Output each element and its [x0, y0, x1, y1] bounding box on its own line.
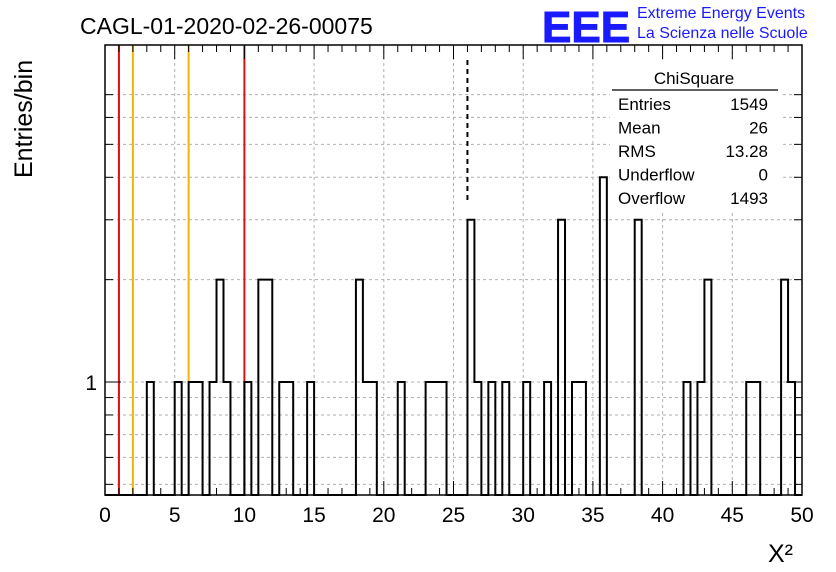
x-tick-label: 0	[99, 504, 111, 527]
stats-row-label: RMS	[618, 142, 656, 161]
stats-box: ChiSquare Entries 1549 Mean 26 RMS 13.28 Under…	[610, 62, 780, 212]
histogram-bin	[286, 382, 293, 495]
stats-row-label: Entries	[618, 95, 671, 114]
y-tick-label: 1	[85, 372, 97, 395]
x-tick-label: 30	[512, 504, 535, 527]
histogram-bin	[600, 177, 607, 495]
histogram-bin	[244, 382, 251, 495]
histogram-bin	[440, 382, 447, 495]
stats-row-value: 1549	[730, 95, 768, 114]
stats-row-value: 13.28	[725, 142, 768, 161]
x-tick-label: 15	[302, 504, 325, 527]
histogram-bin	[370, 382, 377, 495]
eee-logo: EEE Extreme Energy Events La Scienza nel…	[542, 3, 808, 53]
x-axis-title: X²	[768, 540, 793, 568]
histogram-bin	[488, 382, 495, 495]
histogram-bin	[572, 382, 579, 495]
histogram-bin	[398, 382, 405, 495]
histogram-bin	[544, 382, 551, 495]
histogram-bin	[307, 382, 314, 495]
histogram-bin	[196, 382, 203, 495]
x-tick-label: 40	[651, 504, 674, 527]
x-tick-label: 50	[790, 504, 813, 527]
histogram-bin	[697, 382, 704, 495]
histogram-bin	[781, 280, 788, 495]
histogram-bin	[265, 280, 272, 495]
chart-title: CAGL-01-2020-02-26-00075	[80, 13, 373, 39]
logo-line-1: Extreme Energy Events	[637, 5, 805, 22]
y-axis-ticks: 1	[85, 94, 802, 485]
histogram-bin	[579, 382, 586, 495]
histogram-bin	[175, 382, 182, 495]
stats-row-label: Overflow	[618, 189, 686, 208]
histogram-bin	[426, 382, 433, 495]
histogram-bin	[746, 382, 753, 495]
histogram-bin	[788, 382, 795, 495]
x-tick-label: 45	[721, 504, 744, 527]
histogram-bin	[474, 382, 481, 495]
histogram-bin	[258, 280, 265, 495]
histogram-bin	[433, 382, 440, 495]
histogram-bin	[502, 382, 509, 495]
stats-row-value: 26	[749, 119, 768, 138]
histogram-bin	[558, 220, 565, 495]
logo-mark: EEE	[542, 3, 630, 52]
x-tick-label: 25	[442, 504, 465, 527]
stats-row-label: Underflow	[618, 166, 695, 185]
histogram-bin	[279, 382, 286, 495]
y-axis-title: Entries/bin	[10, 60, 38, 178]
stats-title: ChiSquare	[654, 69, 734, 88]
histogram-bin	[704, 280, 711, 495]
histogram-bin	[684, 382, 691, 495]
histogram-bin	[523, 382, 530, 495]
histogram-bin	[210, 382, 217, 495]
x-tick-label: 20	[372, 504, 395, 527]
stats-row-label: Mean	[618, 119, 661, 138]
histogram-bin	[753, 382, 760, 495]
histogram-bin	[189, 382, 196, 495]
x-axis-ticks: 0 5 10 15 20 25 30 35 40 45 50	[99, 45, 814, 527]
stats-background	[610, 62, 780, 212]
stats-row-value: 0	[759, 166, 768, 185]
histogram-bin	[467, 220, 474, 495]
histogram-bin	[356, 280, 363, 495]
x-tick-label: 35	[581, 504, 604, 527]
histogram-bin	[217, 280, 224, 495]
logo-line-2: La Scienza nelle Scuole	[637, 25, 808, 42]
stats-row-value: 1493	[730, 189, 768, 208]
histogram-bin	[147, 382, 154, 495]
x-tick-label: 5	[169, 504, 181, 527]
histogram-bin	[223, 382, 230, 495]
histogram-bin	[363, 382, 370, 495]
stats-rows: Entries 1549 Mean 26 RMS 13.28 Underflow 0 Overf…	[618, 95, 768, 208]
plot-frame	[104, 44, 803, 496]
x-tick-label: 10	[233, 504, 256, 527]
histogram-bin	[635, 220, 642, 495]
